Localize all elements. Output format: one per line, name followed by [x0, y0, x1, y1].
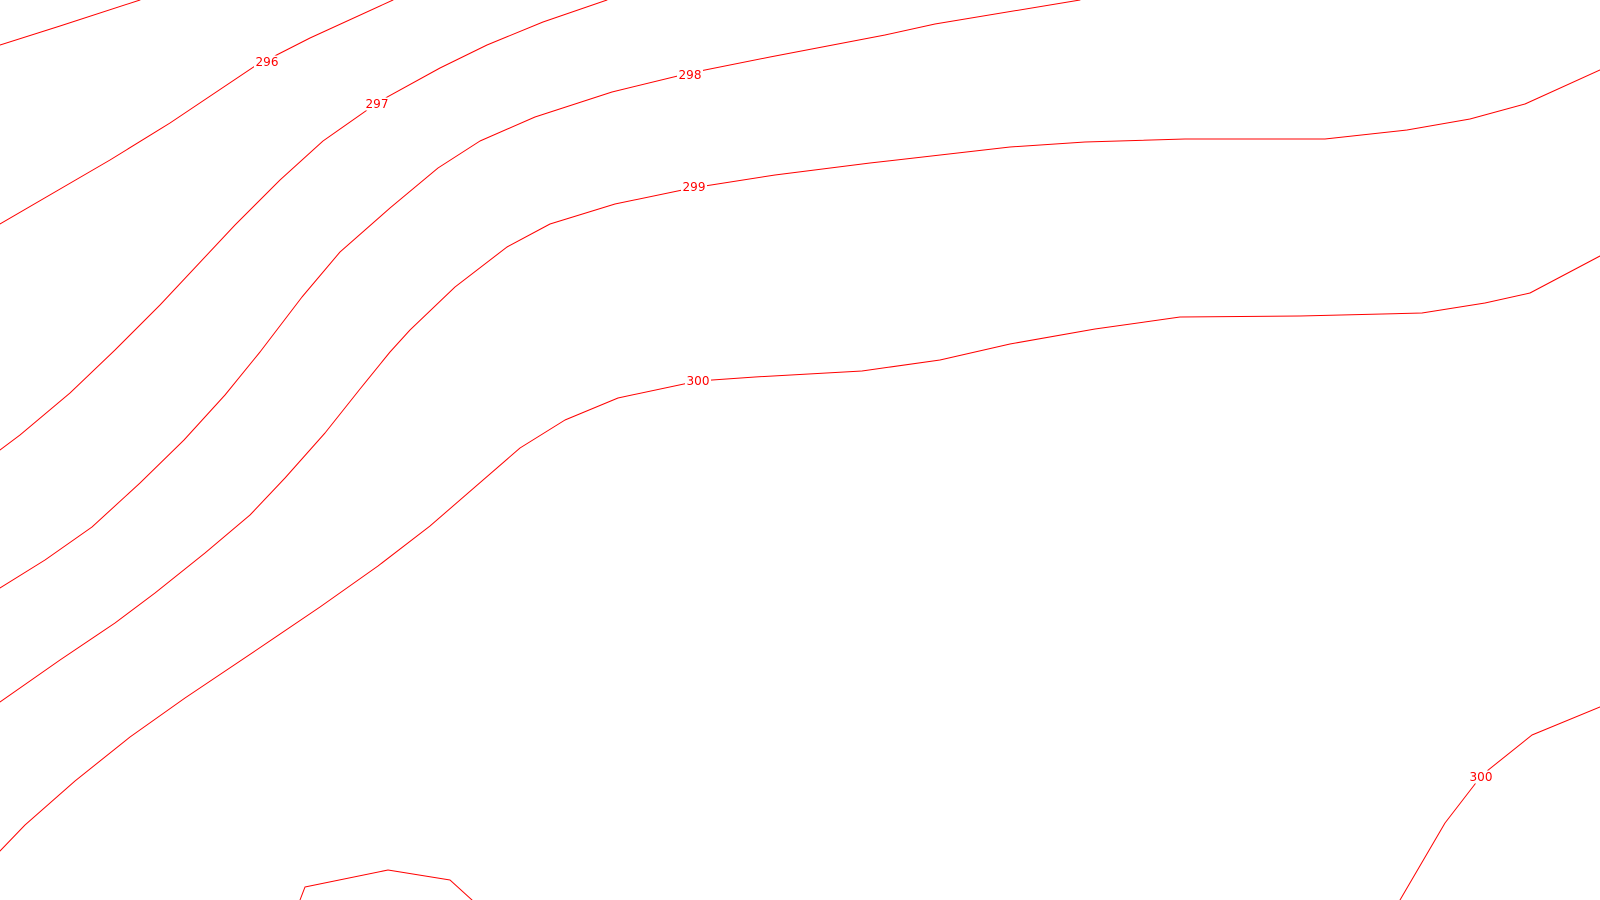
contour-label-group: 298	[677, 68, 703, 82]
contour-label-group: 299	[681, 180, 707, 194]
contour-line	[299, 869, 473, 900]
contour-label-halo	[677, 68, 703, 82]
contour-line	[0, 0, 141, 46]
contour-label-halo	[1468, 770, 1494, 784]
contour-line-300-1	[0, 255, 1600, 852]
contour-label: 298	[679, 68, 702, 82]
contour-line-298	[0, 0, 1081, 589]
contour-label: 300	[1470, 770, 1493, 784]
contour-line-300-2	[1399, 706, 1600, 900]
contour-label-group: 297	[364, 97, 390, 111]
contour-label-halo	[254, 55, 280, 69]
contour-label-group: 300	[685, 374, 711, 388]
contour-label: 296	[256, 55, 279, 69]
contour-line-296	[0, 0, 394, 225]
contour-label-halo	[681, 180, 707, 194]
contour-line-297	[0, 0, 608, 451]
contour-label-halo	[685, 374, 711, 388]
contour-label: 297	[366, 97, 389, 111]
contour-label-group: 296	[254, 55, 280, 69]
contour-label: 300	[687, 374, 710, 388]
contour-label: 299	[683, 180, 706, 194]
contour-label-halo	[364, 97, 390, 111]
contour-labels-layer: 296 297 298 299 300 300	[254, 55, 1494, 784]
contour-label-group: 300	[1468, 770, 1494, 784]
contour-line-299	[0, 69, 1600, 703]
